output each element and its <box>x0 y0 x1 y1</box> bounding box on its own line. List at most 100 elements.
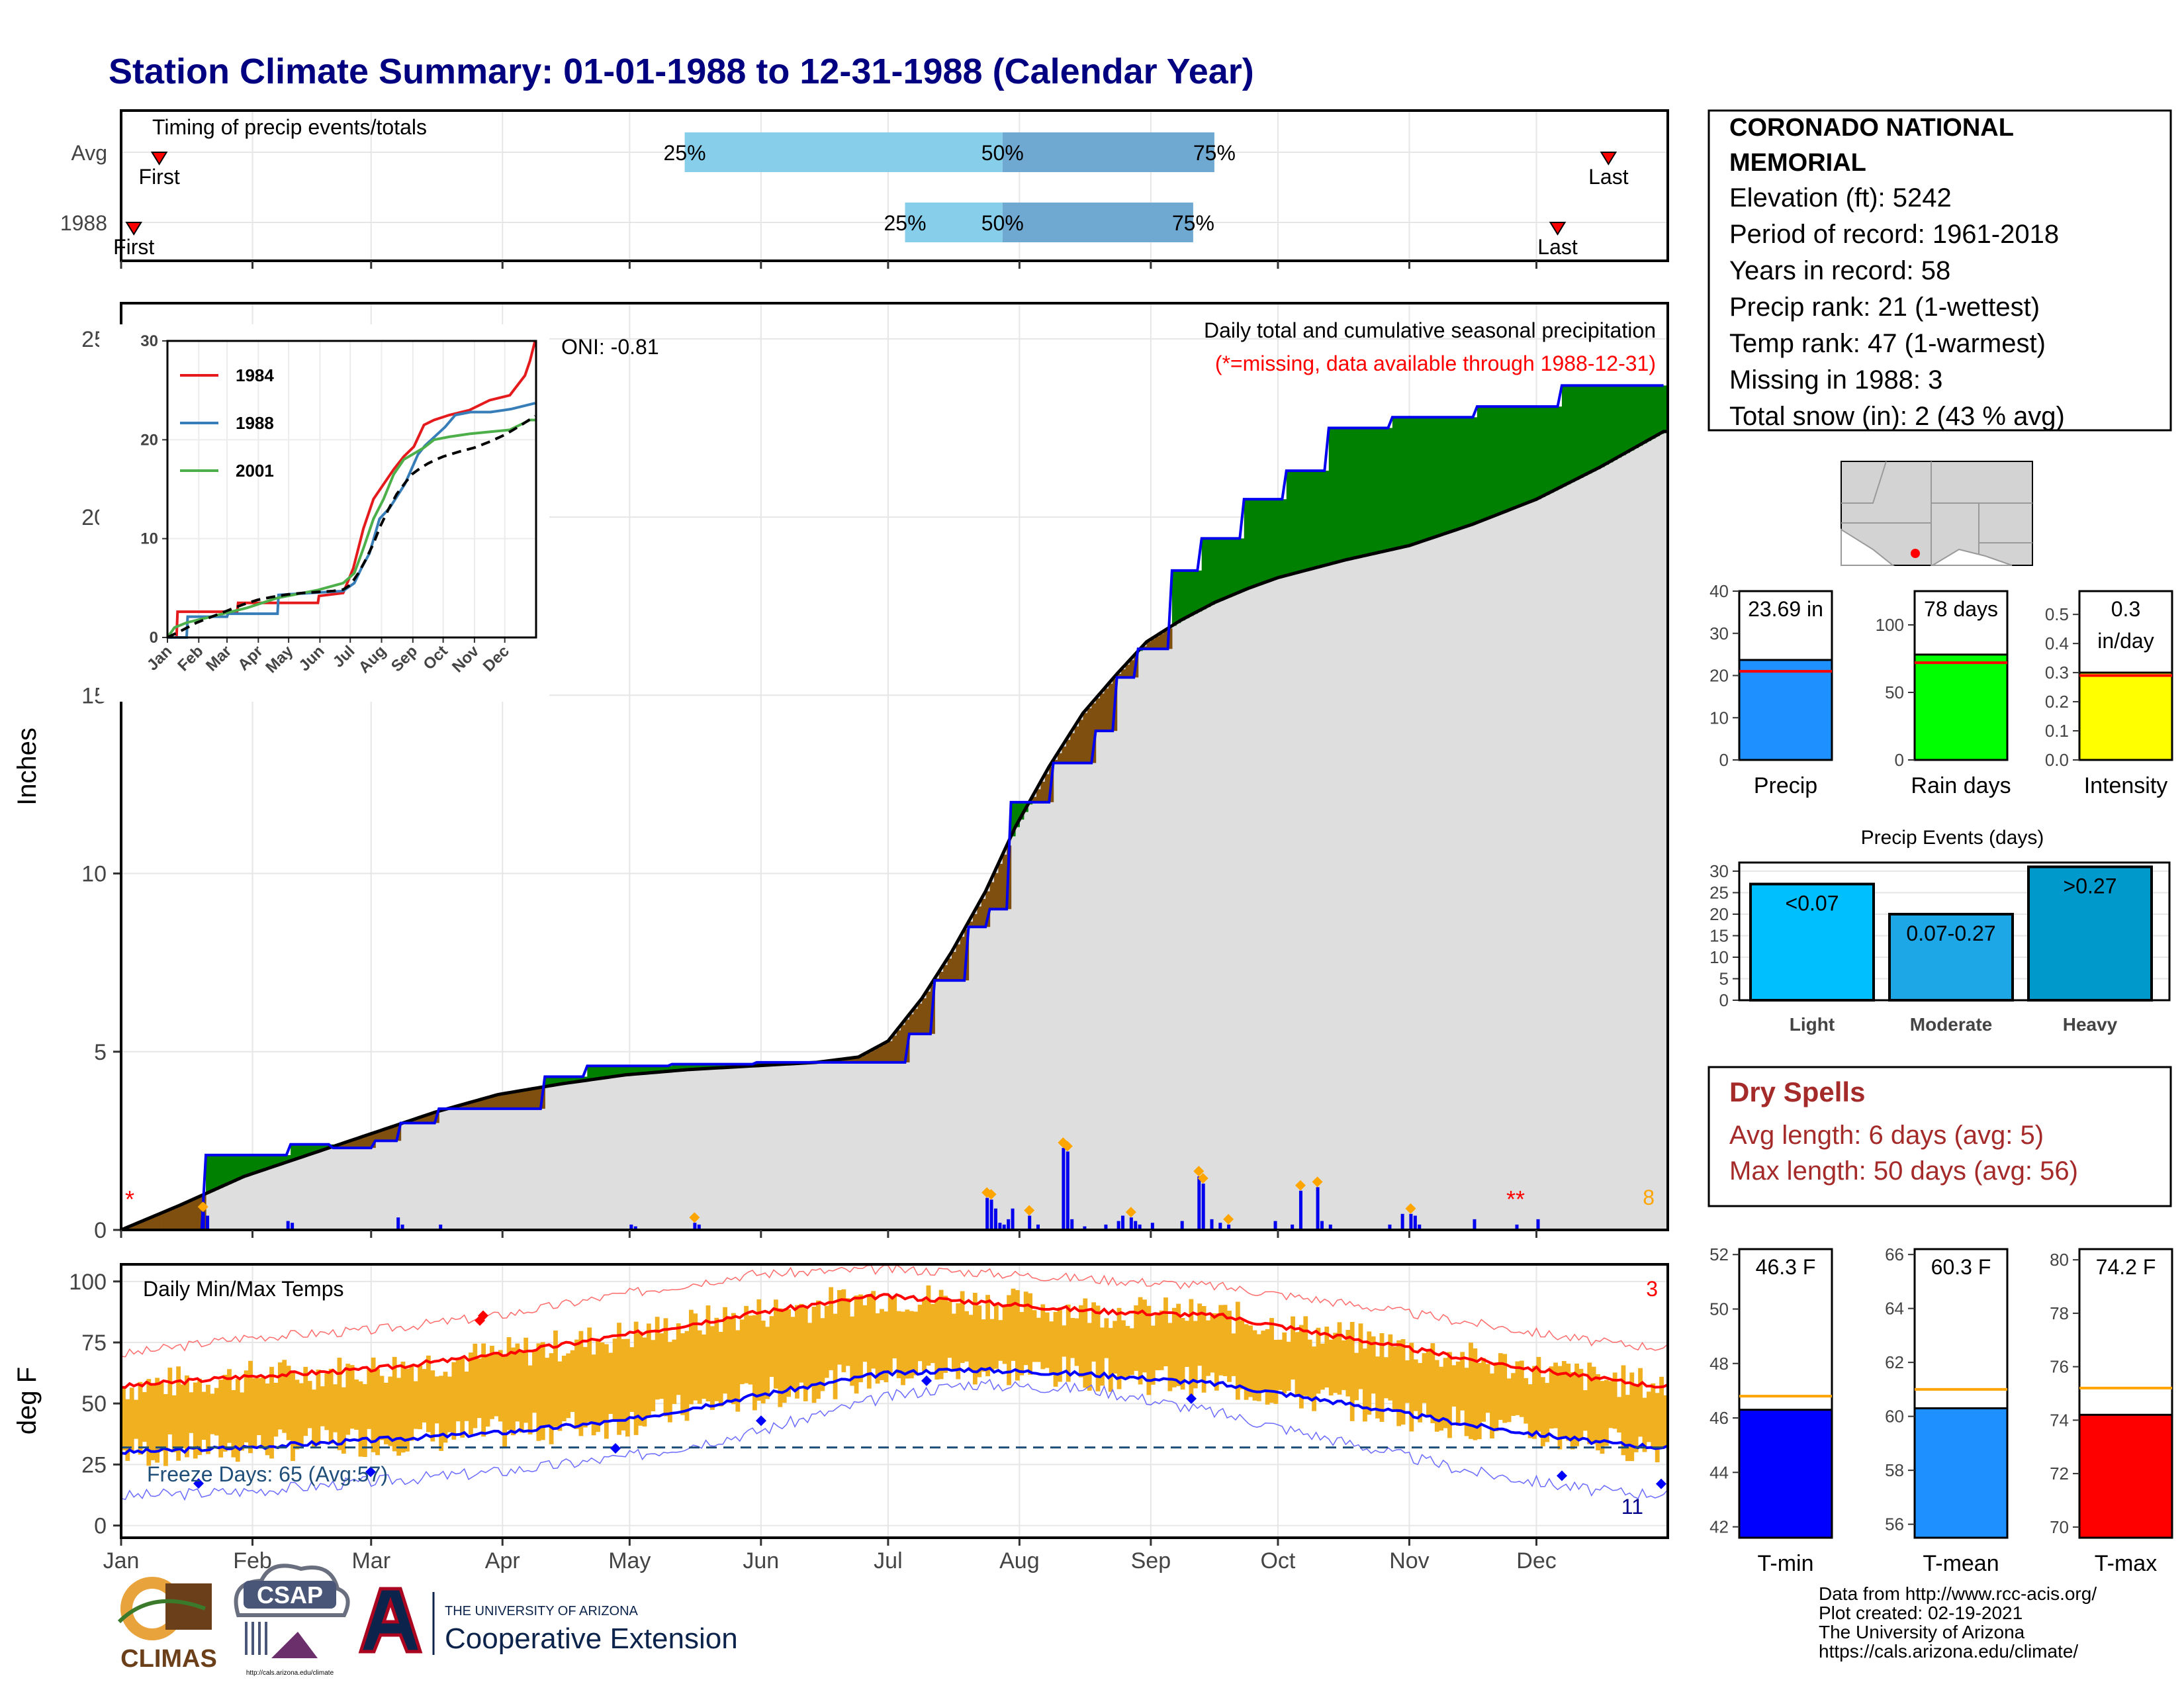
average-cumulative-area <box>121 431 1668 1230</box>
daily-temp-bar <box>1265 1329 1270 1405</box>
month-tick-label: Dec <box>1516 1548 1556 1573</box>
daily-temp-bar <box>469 1352 473 1435</box>
daily-temp-bar <box>498 1350 503 1422</box>
daily-temp-bar <box>621 1338 626 1430</box>
daily-temp-bar <box>1320 1343 1325 1390</box>
daily-temp-bar <box>358 1381 363 1457</box>
surplus-area <box>1286 471 1291 576</box>
daily-temp-bar <box>799 1303 804 1383</box>
temp-mean-summary-axis-label: T-mean <box>1923 1551 1999 1576</box>
daily-temp-bar <box>485 1356 490 1427</box>
deficit-area <box>841 1059 846 1062</box>
daily-temp-bar <box>1134 1305 1139 1371</box>
daily-precip-bar <box>1070 1219 1074 1230</box>
surplus-area <box>1498 406 1503 514</box>
daily-temp-bar <box>214 1387 219 1436</box>
daily-temp-bar <box>1582 1390 1588 1431</box>
surplus-area <box>235 1154 240 1180</box>
daily-temp-bar <box>1206 1320 1210 1376</box>
station-missing: Missing in 1988: 3 <box>1729 365 1942 395</box>
deficit-area <box>1002 855 1007 910</box>
surplus-area <box>1582 385 1588 476</box>
daily-temp-bar <box>735 1330 741 1412</box>
daily-temp-bar <box>1392 1346 1397 1411</box>
daily-temp-bar <box>913 1311 919 1376</box>
deficit-area <box>379 1131 385 1141</box>
daily-temp-bar <box>1028 1293 1032 1375</box>
surplus-area <box>256 1154 261 1172</box>
surplus-area <box>705 1064 711 1069</box>
daily-temp-bar <box>1460 1352 1465 1411</box>
daily-temp-bar <box>769 1316 774 1378</box>
daily-temp-bar <box>1167 1323 1173 1391</box>
daily-temp-bar <box>409 1366 414 1441</box>
daily-temp-bar <box>887 1296 893 1373</box>
record-low-marker <box>1186 1393 1197 1404</box>
daily-temp-bar <box>1596 1374 1600 1451</box>
events-ytick-label: 20 <box>1709 904 1729 924</box>
surplus-area <box>1515 406 1520 508</box>
daily-temp-bar <box>1248 1325 1253 1397</box>
record-low-marker <box>1656 1478 1666 1489</box>
daily-temp-bar <box>1222 1305 1228 1376</box>
daily-temp-bar <box>298 1383 304 1448</box>
temp-max-summary-ytick-label: 74 <box>2050 1410 2069 1430</box>
surplus-area <box>1363 428 1368 556</box>
daily-temp-bar <box>1375 1356 1381 1419</box>
csap-url-text: http://cals.arizona.edu/climate <box>246 1669 334 1677</box>
surplus-area <box>1214 538 1219 603</box>
daily-temp-bar <box>1418 1363 1423 1423</box>
daily-temp-bar <box>845 1298 850 1366</box>
daily-temp-bar <box>490 1346 494 1419</box>
daily-temp-bar <box>960 1291 965 1363</box>
surplus-area <box>303 1144 308 1157</box>
surplus-area <box>1324 471 1330 566</box>
daily-precip-bar <box>291 1223 295 1230</box>
daily-temp-bar <box>418 1365 422 1430</box>
daily-temp-bar <box>718 1332 723 1407</box>
deficit-area <box>142 1221 148 1230</box>
daily-temp-bar <box>291 1372 295 1462</box>
temp-min-summary-ytick-label: 46 <box>1709 1408 1729 1428</box>
daily-temp-bar <box>760 1321 766 1404</box>
daily-precip-marker <box>985 1189 997 1200</box>
surplus-area <box>582 1076 588 1081</box>
deficit-area <box>523 1090 529 1109</box>
daily-temp-bar <box>705 1305 711 1402</box>
deficit-area <box>349 1141 355 1149</box>
daily-temp-bar <box>256 1378 261 1435</box>
daily-precip-bar <box>989 1199 993 1230</box>
surplus-area <box>273 1154 279 1167</box>
daily-temp-bar <box>1079 1305 1083 1378</box>
daily-precip-bar <box>1298 1190 1302 1230</box>
deficit-area <box>901 1025 906 1062</box>
daily-temp-bar <box>892 1295 897 1358</box>
deficit-area <box>134 1224 139 1230</box>
daily-temp-bar <box>1083 1298 1088 1388</box>
surplus-area <box>307 1144 312 1155</box>
deficit-area <box>171 1208 177 1230</box>
deficit-area <box>850 1058 855 1062</box>
daily-temp-bar <box>880 1309 884 1380</box>
daily-temp-bar <box>917 1304 923 1362</box>
daily-precip-bar <box>1036 1224 1040 1230</box>
daily-temp-bar <box>612 1338 617 1421</box>
credit-plot-created: Plot created: 02-19-2021 <box>1819 1603 2023 1623</box>
surplus-area <box>1633 385 1639 448</box>
daily-temp-bar <box>1379 1333 1385 1422</box>
credit-university: The University of Arizona <box>1819 1622 2025 1642</box>
daily-precip-bar <box>1104 1224 1108 1230</box>
daily-temp-bar <box>820 1318 825 1391</box>
daily-temp-bar <box>1426 1349 1431 1417</box>
daily-temp-bar <box>693 1313 698 1401</box>
surplus-area <box>1481 406 1486 521</box>
daily-temp-bar <box>629 1347 635 1412</box>
daily-temp-bar <box>235 1379 240 1462</box>
deficit-area <box>515 1092 520 1109</box>
surplus-area <box>1663 385 1668 432</box>
events-bar-label: 0.07-0.27 <box>1906 921 1995 945</box>
month-tick-label: Jan <box>103 1548 140 1573</box>
surplus-area <box>1379 428 1385 553</box>
surplus-area <box>591 1066 596 1080</box>
daily-temp-bar <box>1015 1289 1020 1381</box>
